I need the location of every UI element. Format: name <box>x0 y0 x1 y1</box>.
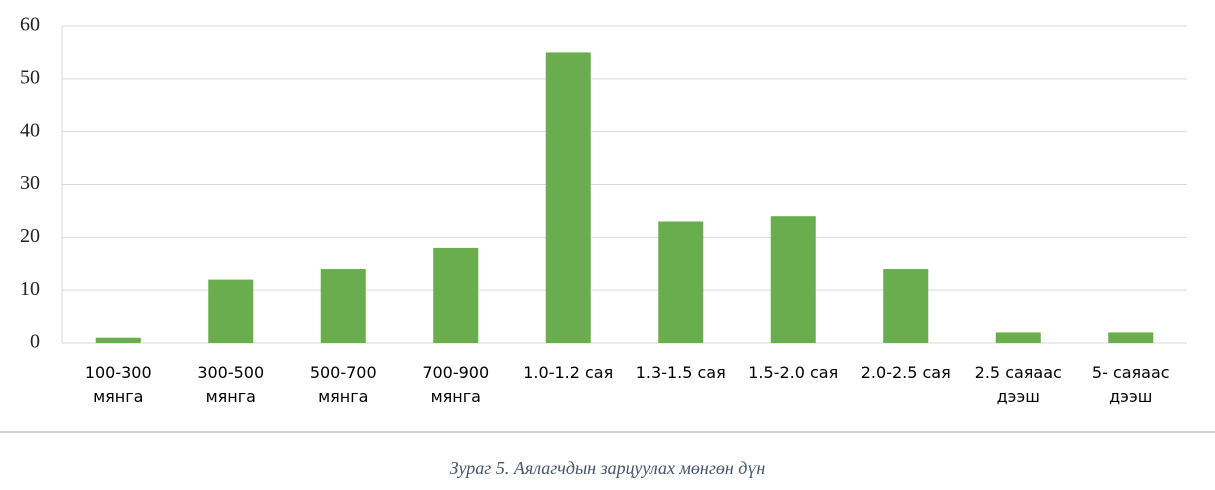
y-tick-label: 0 <box>30 331 40 353</box>
x-tick-label: 2.5 саяаас дээш <box>974 363 1062 406</box>
y-tick-label: 30 <box>20 172 40 194</box>
y-tick-label: 40 <box>20 119 40 141</box>
bar <box>995 332 1041 343</box>
x-tick-label: 100-300 мянга <box>84 363 152 406</box>
x-tick-label: 1.0-1.2 сая <box>523 363 614 382</box>
x-tick-label: 700-900 мянга <box>422 363 490 406</box>
y-tick-label: 60 <box>20 14 40 36</box>
x-tick-label: 1.5-2.0 сая <box>748 363 839 382</box>
x-tick-label: 500-700 мянга <box>309 363 377 406</box>
bar <box>770 216 816 343</box>
bar <box>320 269 366 343</box>
y-tick-label: 50 <box>20 66 40 88</box>
x-tick-label: 2.0-2.5 сая <box>860 363 951 382</box>
caption: Зураг 5. Аялагчдын зарцуулах мөнгөн дүн <box>449 458 766 478</box>
y-tick-label: 10 <box>20 278 40 300</box>
x-tick-label: 1.3-1.5 сая <box>635 363 726 382</box>
bar <box>433 247 479 343</box>
bar <box>208 279 254 343</box>
bar <box>883 269 929 343</box>
bar <box>658 221 704 343</box>
bar <box>545 52 591 344</box>
y-tick-label: 20 <box>20 225 40 247</box>
bar <box>1108 332 1154 343</box>
bar <box>95 337 141 343</box>
x-tick-label: 5- саяаас дээш <box>1091 363 1170 406</box>
x-tick-label: 300-500 мянга <box>197 363 265 406</box>
